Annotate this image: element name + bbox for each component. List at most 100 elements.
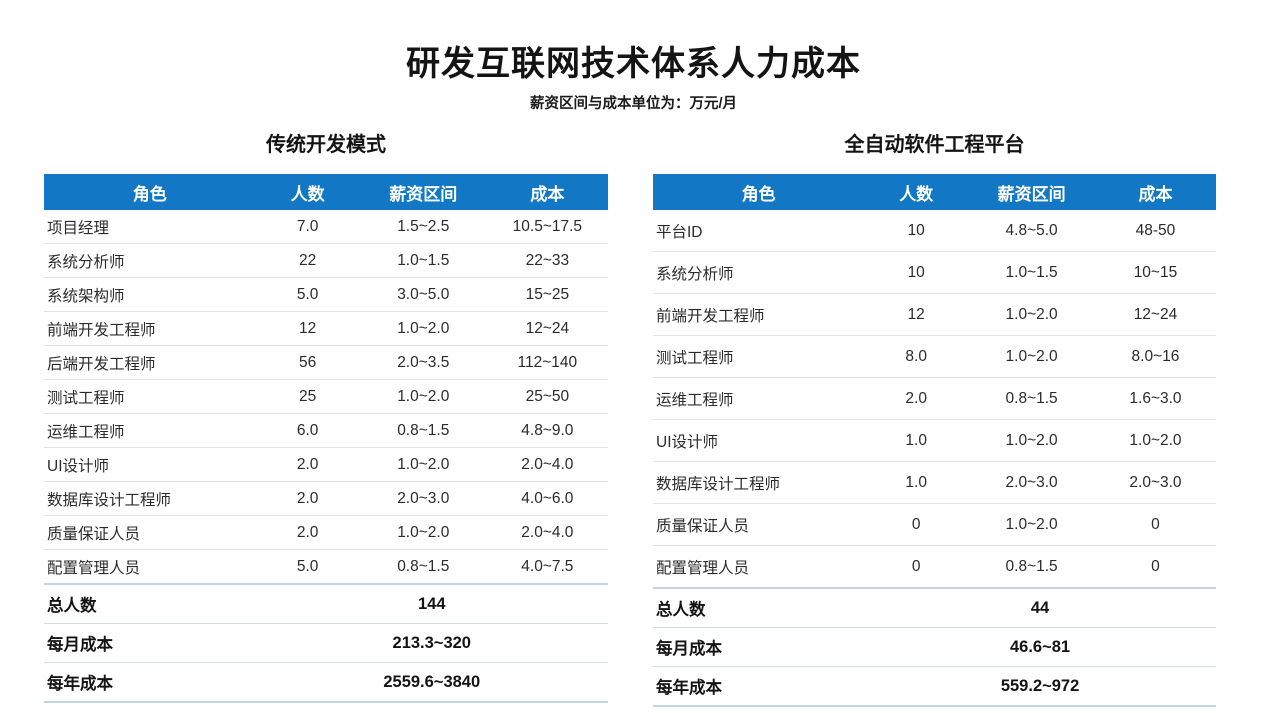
cell-salary: 0.8~1.5 bbox=[359, 413, 487, 448]
table-row: UI设计师 1.0 1.0~2.0 1.0~2.0 bbox=[653, 419, 1216, 462]
summary-label: 每年成本 bbox=[44, 662, 256, 703]
cell-count: 2.0 bbox=[255, 515, 360, 550]
cell-salary: 1.0~2.0 bbox=[968, 335, 1095, 378]
cell-role: 测试工程师 bbox=[44, 379, 256, 414]
cell-role: 质量保证人员 bbox=[653, 503, 865, 546]
cell-count: 8.0 bbox=[864, 335, 969, 378]
cell-count: 0 bbox=[864, 503, 969, 546]
table-row: 数据库设计工程师 1.0 2.0~3.0 2.0~3.0 bbox=[653, 461, 1216, 504]
table-row: UI设计师 2.0 1.0~2.0 2.0~4.0 bbox=[44, 447, 608, 482]
cell-cost: 112~140 bbox=[486, 345, 608, 380]
cell-salary: 2.0~3.0 bbox=[359, 481, 487, 516]
table-row: 平台ID 10 4.8~5.0 48-50 bbox=[653, 210, 1216, 252]
table-row: 运维工程师 6.0 0.8~1.5 4.8~9.0 bbox=[44, 413, 608, 448]
column-header-salary: 薪资区间 bbox=[359, 174, 487, 210]
cell-cost: 10.5~17.5 bbox=[486, 210, 608, 244]
cell-role: 系统分析师 bbox=[44, 243, 256, 278]
summary-label: 总人数 bbox=[44, 583, 256, 624]
table-header-row: 角色 人数 薪资区间 成本 bbox=[44, 174, 608, 210]
column-header-count: 人数 bbox=[255, 174, 360, 210]
cell-role: 运维工程师 bbox=[653, 377, 865, 420]
cell-role: 数据库设计工程师 bbox=[653, 461, 865, 504]
cell-cost: 4.0~7.5 bbox=[486, 549, 608, 585]
cell-role: 后端开发工程师 bbox=[44, 345, 256, 380]
cost-table-automated: 角色 人数 薪资区间 成本 平台ID 10 4.8~5.0 48-50 系统分析… bbox=[653, 174, 1216, 707]
table-header-traditional: 角色 人数 薪资区间 成本 bbox=[44, 174, 608, 210]
cell-role: 平台ID bbox=[653, 210, 865, 252]
cell-salary: 0.8~1.5 bbox=[968, 545, 1095, 589]
cell-cost: 48-50 bbox=[1094, 210, 1216, 252]
cell-salary: 1.0~2.0 bbox=[359, 447, 487, 482]
cell-cost: 0 bbox=[1094, 503, 1216, 546]
table-row: 测试工程师 25 1.0~2.0 25~50 bbox=[44, 379, 608, 414]
summary-row-monthly-cost: 每月成本 46.6~81 bbox=[653, 627, 1216, 667]
cell-cost: 2.0~4.0 bbox=[486, 515, 608, 550]
table-row: 运维工程师 2.0 0.8~1.5 1.6~3.0 bbox=[653, 377, 1216, 420]
cell-cost: 4.8~9.0 bbox=[486, 413, 608, 448]
cell-cost: 25~50 bbox=[486, 379, 608, 414]
column-header-count: 人数 bbox=[864, 174, 969, 210]
cell-count: 5.0 bbox=[255, 549, 360, 585]
page-title: 研发互联网技术体系人力成本 bbox=[406, 45, 861, 83]
summary-row-total-headcount: 总人数 144 bbox=[44, 583, 608, 624]
cell-cost: 4.0~6.0 bbox=[486, 481, 608, 516]
cell-cost: 2.0~4.0 bbox=[486, 447, 608, 482]
cell-role: 前端开发工程师 bbox=[44, 311, 256, 346]
summary-row-monthly-cost: 每月成本 213.3~320 bbox=[44, 623, 608, 663]
table-header-row: 角色 人数 薪资区间 成本 bbox=[653, 174, 1216, 210]
cell-salary: 2.0~3.5 bbox=[359, 345, 487, 380]
cell-cost: 12~24 bbox=[1094, 293, 1216, 336]
column-header-salary: 薪资区间 bbox=[968, 174, 1095, 210]
summary-value: 213.3~320 bbox=[255, 623, 608, 663]
summary-row-yearly-cost: 每年成本 559.2~972 bbox=[653, 666, 1216, 707]
cell-count: 1.0 bbox=[864, 419, 969, 462]
cell-count: 6.0 bbox=[255, 413, 360, 448]
panel-title-automated: 全自动软件工程平台 bbox=[844, 134, 1025, 156]
summary-label: 每月成本 bbox=[44, 623, 256, 663]
cell-cost: 12~24 bbox=[486, 311, 608, 346]
cell-salary: 2.0~3.0 bbox=[968, 461, 1095, 504]
cell-count: 22 bbox=[255, 243, 360, 278]
table-row: 测试工程师 8.0 1.0~2.0 8.0~16 bbox=[653, 335, 1216, 378]
cell-count: 2.0 bbox=[864, 377, 969, 420]
cell-count: 2.0 bbox=[255, 447, 360, 482]
column-header-role: 角色 bbox=[44, 174, 256, 210]
cell-salary: 1.0~1.5 bbox=[968, 251, 1095, 294]
cell-role: UI设计师 bbox=[653, 419, 865, 462]
cell-salary: 1.0~2.0 bbox=[968, 293, 1095, 336]
summary-value: 2559.6~3840 bbox=[255, 662, 608, 703]
cell-role: 系统架构师 bbox=[44, 277, 256, 312]
cell-cost: 1.0~2.0 bbox=[1094, 419, 1216, 462]
cell-salary: 1.0~2.0 bbox=[968, 419, 1095, 462]
panel-traditional: 传统开发模式 角色 人数 薪资区间 成本 项目经理 7.0 1.5~2.5 10… bbox=[44, 132, 608, 703]
cell-role: 配置管理人员 bbox=[44, 549, 256, 585]
cell-count: 56 bbox=[255, 345, 360, 380]
table-row: 系统分析师 22 1.0~1.5 22~33 bbox=[44, 243, 608, 278]
cell-role: 前端开发工程师 bbox=[653, 293, 865, 336]
table-row: 数据库设计工程师 2.0 2.0~3.0 4.0~6.0 bbox=[44, 481, 608, 516]
cell-cost: 8.0~16 bbox=[1094, 335, 1216, 378]
cell-count: 1.0 bbox=[864, 461, 969, 504]
table-row: 前端开发工程师 12 1.0~2.0 12~24 bbox=[653, 293, 1216, 336]
table-row: 配置管理人员 0 0.8~1.5 0 bbox=[653, 545, 1216, 589]
summary-label: 每月成本 bbox=[653, 627, 865, 667]
cell-count: 7.0 bbox=[255, 210, 360, 244]
table-body-automated: 平台ID 10 4.8~5.0 48-50 系统分析师 10 1.0~1.5 1… bbox=[653, 210, 1216, 707]
table-row: 系统架构师 5.0 3.0~5.0 15~25 bbox=[44, 277, 608, 312]
cell-cost: 22~33 bbox=[486, 243, 608, 278]
cell-salary: 4.8~5.0 bbox=[968, 210, 1095, 252]
cell-role: 运维工程师 bbox=[44, 413, 256, 448]
cell-cost: 10~15 bbox=[1094, 251, 1216, 294]
cell-count: 12 bbox=[255, 311, 360, 346]
cell-role: UI设计师 bbox=[44, 447, 256, 482]
cell-role: 系统分析师 bbox=[653, 251, 865, 294]
summary-label: 总人数 bbox=[653, 587, 865, 628]
cell-count: 2.0 bbox=[255, 481, 360, 516]
summary-value: 46.6~81 bbox=[864, 627, 1216, 667]
summary-value: 44 bbox=[864, 587, 1216, 628]
column-header-cost: 成本 bbox=[1094, 174, 1216, 210]
cell-role: 测试工程师 bbox=[653, 335, 865, 378]
cost-table-traditional: 角色 人数 薪资区间 成本 项目经理 7.0 1.5~2.5 10.5~17.5… bbox=[44, 174, 608, 703]
page-subtitle: 薪资区间与成本单位为：万元/月 bbox=[529, 96, 738, 112]
table-row: 后端开发工程师 56 2.0~3.5 112~140 bbox=[44, 345, 608, 380]
